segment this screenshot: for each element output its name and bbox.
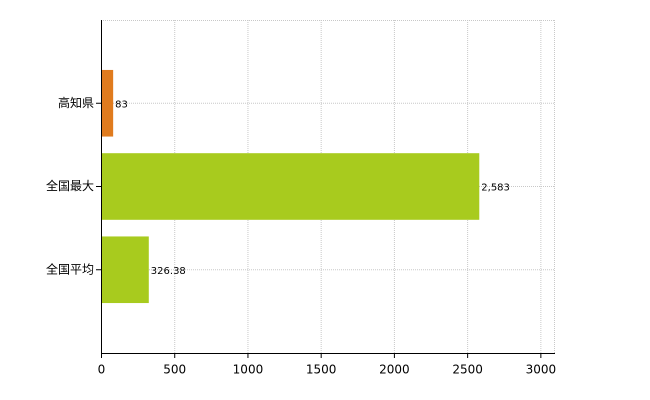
value-label: 83	[115, 99, 128, 110]
x-tick-label: 2000	[379, 363, 410, 377]
x-tick-label: 1500	[306, 363, 337, 377]
y-tick-label: 高知県	[58, 95, 94, 110]
bar	[101, 69, 114, 137]
x-tick-label: 2500	[452, 363, 483, 377]
bar	[101, 236, 149, 304]
bar	[101, 153, 480, 220]
y-tick-label: 全国最大	[46, 178, 94, 193]
x-tick-label: 1000	[233, 363, 264, 377]
x-tick-label: 500	[163, 363, 186, 377]
value-label: 326.38	[151, 266, 186, 277]
y-tick-label: 全国平均	[46, 261, 94, 276]
value-label: 2,583	[481, 183, 510, 194]
x-tick-label: 0	[98, 363, 106, 377]
x-tick-label: 3000	[526, 363, 557, 377]
